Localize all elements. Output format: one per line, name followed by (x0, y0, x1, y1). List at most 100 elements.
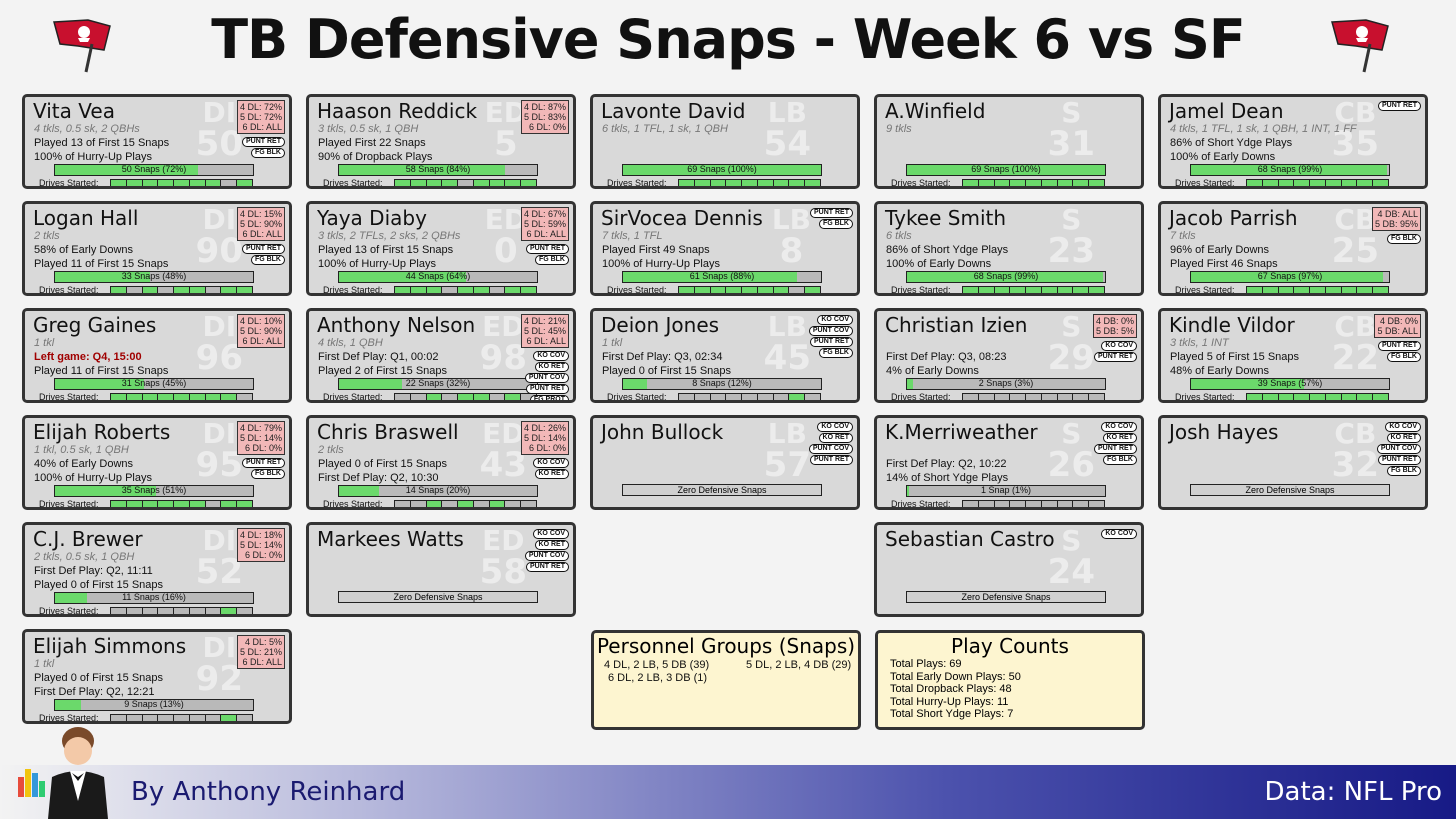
drive-cell (1341, 287, 1358, 293)
drives-strip (110, 500, 253, 507)
special-teams-badge: KO COV (1101, 341, 1137, 351)
alignment-share: 5 DL: 45% (523, 326, 566, 336)
player-name: Vita Vea (33, 99, 115, 123)
snap-count: 61 Snaps (88%) (689, 271, 755, 281)
player-stats: 6 tkls, 1 TFL, 1 sk, 1 QBH (602, 123, 728, 135)
jersey-watermark: CB 35 (1332, 99, 1379, 162)
drive-cell (1010, 394, 1027, 400)
drives-label: Drives Started: (607, 178, 667, 188)
drive-cell (237, 608, 252, 614)
alignment-share: 4 DL: 21% (523, 316, 566, 326)
player-name: Chris Braswell (317, 420, 459, 444)
player-card: LB 57 John Bullock Zero Defensive Snaps KO C… (590, 415, 860, 510)
special-teams-badges: KO COV PUNT COV PUNT RET FG BLK (808, 315, 853, 358)
drives-strip (962, 286, 1105, 293)
drive-cell (1373, 394, 1389, 400)
snap-bar: 35 Snaps (51%) (54, 485, 254, 497)
drive-cell (1089, 287, 1105, 293)
position-label: ED (484, 203, 527, 236)
special-teams-badges: KO COV KO RET (533, 458, 569, 479)
drive-cell (1057, 180, 1074, 186)
snap-note: First Def Play: Q2, 10:30 (318, 472, 439, 484)
special-teams-badges: KO COV (1101, 529, 1137, 539)
drives-label: Drives Started: (607, 392, 667, 402)
special-teams-badge: FG BLK (534, 255, 569, 265)
drive-cell (978, 287, 995, 293)
alignment-share-box: 4 DL: 79% 5 DL: 14% 6 DL: 0% (236, 421, 285, 455)
drive-cell (679, 394, 695, 400)
position-label: DI (202, 524, 237, 557)
snap-note: First Def Play: Q3, 08:23 (886, 351, 1007, 363)
player-stats: 7 tkls (1170, 230, 1196, 242)
drive-cell (395, 287, 411, 293)
player-card: ED 0 Yaya Diaby 3 tkls, 2 TFLs, 2 sks, 2 QB… (306, 201, 576, 296)
alignment-share-box: 4 DB: 0% 5 DB: ALL (1374, 314, 1421, 338)
player-card: DI 95 Elijah Roberts 1 tkl, 0.5 sk, 1 QBH 40… (22, 415, 292, 510)
special-teams-badge: PUNT RET (810, 337, 853, 347)
special-teams-badges: KO COV KO RET PUNT RET FG BLK (1094, 422, 1137, 465)
snap-bar-fill (55, 700, 81, 710)
jersey-watermark: ED 58 (480, 527, 527, 590)
drive-cell (221, 394, 238, 400)
player-stats: 3 tkls, 1 INT (1170, 337, 1229, 349)
player-stats: 7 tkls, 1 TFL (602, 230, 663, 242)
alignment-share: 6 DL: ALL (526, 229, 566, 239)
drive-cell (521, 180, 537, 186)
alignment-share: 4 DL: 10% (239, 316, 282, 326)
drive-cell (1247, 287, 1263, 293)
drives-strip (1246, 393, 1389, 400)
special-teams-badge: FG BLK (818, 219, 853, 229)
personnel-groups-panel: Personnel Groups (Snaps) 4 DL, 2 LB, 5 D… (591, 630, 861, 730)
drive-cell (757, 287, 774, 293)
alignment-share: 4 DL: 87% (523, 102, 566, 112)
special-teams-badges: PUNT RET FG BLK (526, 244, 569, 265)
jersey-watermark: LB 8 (772, 206, 811, 269)
jersey-number: 23 (1047, 231, 1095, 271)
alignment-share: 5 DL: 90% (239, 326, 282, 336)
alignment-share: 5 DL: 59% (523, 219, 566, 229)
drive-cell (189, 287, 206, 293)
drive-cell (206, 501, 222, 507)
snap-note: 100% of Early Downs (1170, 151, 1276, 163)
player-card: CB 35 Jamel Dean 4 tkls, 1 TFL, 1 sk, 1 QBH… (1158, 94, 1428, 189)
drive-cell (206, 287, 222, 293)
position-label: LB (767, 310, 807, 343)
special-teams-badge: PUNT RET (526, 562, 569, 572)
drives-strip (962, 179, 1105, 186)
drive-cell (111, 180, 127, 186)
drive-cell (237, 287, 253, 293)
drive-cell (679, 287, 695, 293)
drive-cell (158, 287, 175, 293)
drives-label: Drives Started: (39, 392, 99, 402)
drives-strip (394, 393, 537, 400)
snap-bar-fill (1191, 165, 1388, 175)
drive-cell (757, 180, 774, 186)
drive-cell (473, 180, 490, 186)
drive-cell (426, 180, 443, 186)
alignment-share: 4 DB: 0% (1095, 316, 1134, 326)
team-flag-logo-left (53, 19, 111, 73)
play-count-item: Total Hurry-Up Plays: 11 (890, 695, 1009, 708)
snap-note: 100% of Early Downs (886, 258, 992, 270)
drives-strip (394, 286, 537, 293)
drive-cell (395, 501, 411, 507)
drive-cell (142, 501, 159, 507)
snap-bar-fill (55, 165, 198, 175)
play-count-item: Total Plays: 69 (890, 658, 962, 670)
drive-cell (1325, 180, 1342, 186)
drive-cell (189, 394, 206, 400)
position-label: DI (202, 631, 237, 664)
snap-count: 1 Snap (1%) (980, 485, 1032, 495)
player-name: Kindle Vildor (1169, 313, 1295, 337)
snap-bar: 8 Snaps (12%) (622, 378, 822, 390)
alignment-share: 4 DL: 79% (239, 423, 282, 433)
author-byline: By Anthony Reinhard (131, 777, 406, 807)
player-name: Elijah Roberts (33, 420, 171, 444)
snap-note: 14% of Short Ydge Plays (886, 472, 1009, 484)
drive-cell (442, 180, 459, 186)
drive-cell (111, 501, 127, 507)
snap-bar: 50 Snaps (72%) (54, 164, 254, 176)
drive-cell (742, 394, 758, 400)
drive-cell (1026, 394, 1042, 400)
drive-cell (411, 394, 427, 400)
